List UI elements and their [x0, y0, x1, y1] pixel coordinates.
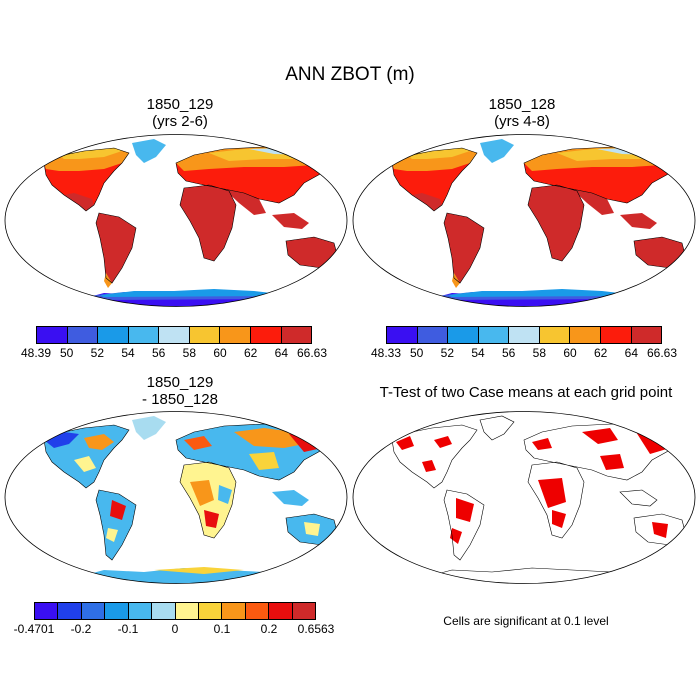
colorbar-swatch: [67, 327, 99, 343]
colorbar-tick-label: 0.1: [213, 622, 231, 636]
colorbar-swatch: [245, 603, 270, 619]
colorbar-tick-label: 0: [171, 622, 179, 636]
southeast-asia: [272, 213, 309, 229]
panel-a-title-line2: (yrs 2-6): [152, 113, 208, 130]
colorbar-swatch: [570, 327, 601, 343]
colorbar-tick-label: -0.1: [117, 622, 139, 636]
panel-a-title-line1: 1850_129: [146, 96, 214, 113]
panel-b-title-line2: (yrs 4-8): [494, 113, 550, 130]
africa: [180, 185, 236, 261]
panel-c-title-line1: 1850_129: [146, 374, 214, 391]
colorbar-swatch: [152, 603, 176, 619]
colorbar-tick-label: 60: [213, 346, 227, 360]
colorbar-swatch: [189, 327, 221, 343]
colorbar-tick-label: 62: [593, 346, 608, 360]
colorbar-tick-label: -0.4701: [13, 622, 55, 636]
colorbar-swatch: [600, 327, 632, 343]
colorbar-swatch: [448, 327, 479, 343]
colorbar-tick-label: 64: [624, 346, 639, 360]
panel-b-title: 1850_128 (yrs 4-8): [402, 96, 642, 130]
colorbar-tick-label: 48.33: [370, 346, 402, 360]
panel-b-title-line1: 1850_128: [488, 96, 556, 113]
colorbar-swatch: [509, 327, 540, 343]
colorbar-swatch: [98, 327, 129, 343]
colorbar-tick-label: 50: [409, 346, 424, 360]
map-panel-b: [352, 134, 696, 307]
colorbar-swatch: [222, 603, 246, 619]
colorbar-swatch: [58, 603, 82, 619]
colorbar-swatch: [128, 603, 153, 619]
colorbar-swatch: [250, 327, 282, 343]
colorbar-swatch: [105, 603, 129, 619]
colorbar-tick-label: 56: [151, 346, 166, 360]
colorbar-swatch: [417, 327, 449, 343]
colorbar-swatch: [478, 327, 510, 343]
colorbar-swatch: [269, 603, 293, 619]
colorbar-b: [386, 326, 662, 344]
colorbar-tick-label: 66.63: [646, 346, 678, 360]
colorbar-tick-label: 0.2: [260, 622, 278, 636]
colorbar-swatch: [292, 603, 316, 619]
colorbar-a: [36, 326, 312, 344]
map-panel-c: [4, 411, 348, 584]
colorbar-c-labels: -0.4701 -0.2 -0.1 0 0.1 0.2 0.6563: [14, 622, 335, 636]
panel-c-title: 1850_129 - 1850_128: [60, 374, 300, 408]
significance-note: Cells are significant at 0.1 level: [443, 614, 609, 628]
colorbar-tick-label: 54: [471, 346, 485, 360]
panel-a-title: 1850_129 (yrs 2-6): [60, 96, 300, 130]
colorbar-b-labels: 48.33 50 52 54 56 58 60 62 64 66.63: [371, 346, 677, 360]
colorbar-swatch: [198, 603, 223, 619]
colorbar-tick-label: 52: [440, 346, 455, 360]
colorbar-swatch: [539, 327, 571, 343]
colorbar-tick-label: 50: [59, 346, 74, 360]
map-panel-a: [4, 134, 348, 307]
colorbar-tick-label: 58: [532, 346, 547, 360]
colorbar-swatch: [81, 603, 106, 619]
colorbar-tick-label: 64: [274, 346, 289, 360]
colorbar-c: [34, 602, 316, 620]
colorbar-tick-label: 52: [90, 346, 105, 360]
colorbar-swatch: [387, 327, 418, 343]
colorbar-tick-label: 60: [563, 346, 577, 360]
colorbar-tick-label: 62: [243, 346, 258, 360]
colorbar-swatch: [220, 327, 251, 343]
australia: [286, 237, 338, 268]
colorbar-tick-label: 0.6563: [297, 622, 335, 636]
colorbar-swatch: [37, 327, 68, 343]
colorbar-tick-label: 56: [501, 346, 516, 360]
panel-d-title: T-Test of two Case means at each grid po…: [379, 384, 673, 401]
greenland: [132, 139, 166, 163]
colorbar-tick-label: 54: [121, 346, 135, 360]
colorbar-swatch: [175, 603, 199, 619]
colorbar-swatch: [35, 603, 59, 619]
colorbar-tick-label: 66.63: [296, 346, 328, 360]
colorbar-tick-label: -0.2: [70, 622, 92, 636]
colorbar-tick-label: 48.39: [20, 346, 52, 360]
main-title: ANN ZBOT (m): [285, 64, 415, 85]
map-panel-d: [352, 411, 696, 584]
panel-c-title-line2: - 1850_128: [142, 391, 218, 408]
colorbar-swatch: [128, 327, 160, 343]
colorbar-swatch: [159, 327, 190, 343]
colorbar-a-labels: 48.39 50 52 54 56 58 60 62 64 66.63: [21, 346, 327, 360]
colorbar-tick-label: 58: [182, 346, 197, 360]
colorbar-swatch: [281, 327, 312, 343]
colorbar-swatch: [631, 327, 662, 343]
south-america: [96, 213, 136, 283]
